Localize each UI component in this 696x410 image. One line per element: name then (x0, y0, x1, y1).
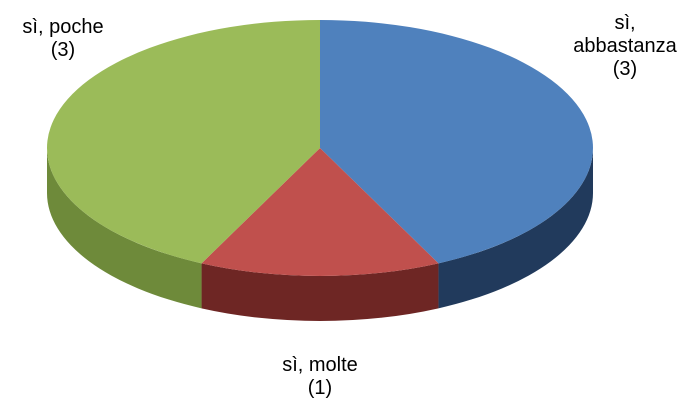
slice (47, 20, 320, 264)
slice-side (438, 148, 593, 309)
slice (320, 20, 593, 264)
data-label: sì, poche (3) (0, 16, 133, 62)
value-label: (1) (307, 377, 333, 399)
value-label: (3) (50, 39, 76, 61)
value-label: (3) (612, 58, 638, 80)
category-label: sì, poche (22, 16, 104, 38)
data-label: sì, abbastanza (3) (565, 12, 685, 81)
slice (201, 148, 439, 276)
slice-side (201, 263, 439, 321)
category-label: sì, molte (282, 354, 358, 376)
data-label: sì, molte (1) (220, 354, 420, 400)
category-label: sì, abbastanza (573, 12, 677, 57)
slice-side (47, 148, 202, 309)
